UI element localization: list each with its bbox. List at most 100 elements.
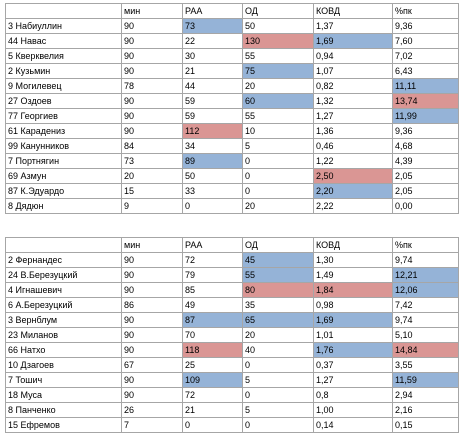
minutes-cell: 90 bbox=[121, 327, 183, 343]
minutes-cell: 90 bbox=[121, 252, 183, 268]
stats-table-1: мин РАА ОД КОВД %пк 3 Набиуллин 90 73 50 1,37 9,3… bbox=[5, 3, 459, 214]
kovd-cell: 0,94 bbox=[313, 48, 393, 64]
table-row: 69 Азмун 20 50 0 2,50 2,05 bbox=[5, 168, 459, 184]
table-row: 8 Панченко 26 21 5 1,00 2,16 bbox=[5, 402, 459, 418]
minutes-cell: 90 bbox=[121, 123, 183, 139]
minutes-cell: 86 bbox=[121, 297, 183, 313]
raa-cell: 73 bbox=[182, 18, 243, 34]
column-header: КОВД bbox=[313, 237, 393, 253]
table-row: 8 Дядюн 9 0 20 2,22 0,00 bbox=[5, 198, 459, 214]
od-cell: 20 bbox=[242, 327, 314, 343]
raa-cell: 49 bbox=[182, 297, 243, 313]
od-cell: 0 bbox=[242, 168, 314, 184]
player-name-cell: 61 Карадениз bbox=[5, 123, 122, 139]
kovd-cell: 0,14 bbox=[313, 417, 393, 433]
table-row: 99 Канунников 84 34 5 0,46 4,68 bbox=[5, 138, 459, 154]
column-header: ОД bbox=[242, 3, 314, 19]
pk-percent-cell: 6,43 bbox=[392, 63, 459, 79]
kovd-cell: 0,98 bbox=[313, 297, 393, 313]
player-name-cell: 10 Дзагоев bbox=[5, 357, 122, 373]
pk-percent-cell: 2,05 bbox=[392, 168, 459, 184]
pk-percent-cell: 3,55 bbox=[392, 357, 459, 373]
pk-percent-cell: 2,94 bbox=[392, 387, 459, 403]
raa-cell: 112 bbox=[182, 123, 243, 139]
pk-percent-cell: 12,06 bbox=[392, 282, 459, 298]
pk-percent-cell: 0,15 bbox=[392, 417, 459, 433]
table-row: 61 Карадениз 90 112 10 1,36 9,36 bbox=[5, 123, 459, 139]
minutes-cell: 90 bbox=[121, 48, 183, 64]
table-row: 7 Портнягин 73 89 0 1,22 4,39 bbox=[5, 153, 459, 169]
od-cell: 0 bbox=[242, 357, 314, 373]
table-row: 3 Вернблум 90 87 65 1,69 9,74 bbox=[5, 312, 459, 328]
minutes-cell: 26 bbox=[121, 402, 183, 418]
kovd-cell: 1,37 bbox=[313, 18, 393, 34]
raa-cell: 50 bbox=[182, 168, 243, 184]
kovd-cell: 2,22 bbox=[313, 198, 393, 214]
od-cell: 0 bbox=[242, 387, 314, 403]
player-name-cell: 7 Тошич bbox=[5, 372, 122, 388]
pk-percent-cell: 12,21 bbox=[392, 267, 459, 283]
raa-cell: 34 bbox=[182, 138, 243, 154]
table-row: 7 Тошич 90 109 5 1,27 11,59 bbox=[5, 372, 459, 388]
kovd-cell: 1,69 bbox=[313, 312, 393, 328]
player-name-cell: 44 Навас bbox=[5, 33, 122, 49]
kovd-cell: 1,27 bbox=[313, 372, 393, 388]
column-header: РАА bbox=[182, 237, 243, 253]
table-row: 24 В.Березуцкий 90 79 55 1,49 12,21 bbox=[5, 267, 459, 283]
player-name-cell: 3 Вернблум bbox=[5, 312, 122, 328]
table-row: 2 Кузьмин 90 21 75 1,07 6,43 bbox=[5, 63, 459, 79]
raa-cell: 59 bbox=[182, 93, 243, 109]
raa-cell: 33 bbox=[182, 183, 243, 199]
minutes-cell: 90 bbox=[121, 108, 183, 124]
kovd-cell: 1,00 bbox=[313, 402, 393, 418]
raa-cell: 21 bbox=[182, 402, 243, 418]
od-cell: 55 bbox=[242, 108, 314, 124]
od-cell: 10 bbox=[242, 123, 314, 139]
od-cell: 130 bbox=[242, 33, 314, 49]
pk-percent-cell: 0,00 bbox=[392, 198, 459, 214]
pk-percent-cell: 9,74 bbox=[392, 252, 459, 268]
kovd-cell: 0,37 bbox=[313, 357, 393, 373]
raa-cell: 44 bbox=[182, 78, 243, 94]
table-row: 44 Навас 90 22 130 1,69 7,60 bbox=[5, 33, 459, 49]
player-name-cell: 66 Натхо bbox=[5, 342, 122, 358]
pk-percent-cell: 5,10 bbox=[392, 327, 459, 343]
pk-percent-cell: 9,36 bbox=[392, 18, 459, 34]
raa-cell: 72 bbox=[182, 252, 243, 268]
od-cell: 75 bbox=[242, 63, 314, 79]
od-cell: 35 bbox=[242, 297, 314, 313]
column-header bbox=[5, 3, 122, 19]
od-cell: 40 bbox=[242, 342, 314, 358]
raa-cell: 72 bbox=[182, 387, 243, 403]
pk-percent-cell: 11,59 bbox=[392, 372, 459, 388]
minutes-cell: 15 bbox=[121, 183, 183, 199]
minutes-cell: 73 bbox=[121, 153, 183, 169]
header-row: мин РАА ОД КОВД %пк bbox=[5, 3, 459, 19]
column-header: %пк bbox=[392, 237, 459, 253]
raa-cell: 30 bbox=[182, 48, 243, 64]
kovd-cell: 1,32 bbox=[313, 93, 393, 109]
column-header: РАА bbox=[182, 3, 243, 19]
pk-percent-cell: 4,68 bbox=[392, 138, 459, 154]
minutes-cell: 9 bbox=[121, 198, 183, 214]
player-name-cell: 18 Муса bbox=[5, 387, 122, 403]
pk-percent-cell: 11,99 bbox=[392, 108, 459, 124]
column-header: мин bbox=[121, 3, 183, 19]
kovd-cell: 2,20 bbox=[313, 183, 393, 199]
minutes-cell: 78 bbox=[121, 78, 183, 94]
column-header bbox=[5, 237, 122, 253]
od-cell: 5 bbox=[242, 138, 314, 154]
od-cell: 55 bbox=[242, 48, 314, 64]
pk-percent-cell: 11,11 bbox=[392, 78, 459, 94]
table-row: 87 К.Эдуардо 15 33 0 2,20 2,05 bbox=[5, 183, 459, 199]
raa-cell: 85 bbox=[182, 282, 243, 298]
table-row: 27 Оздоев 90 59 60 1,32 13,74 bbox=[5, 93, 459, 109]
player-name-cell: 7 Портнягин bbox=[5, 153, 122, 169]
kovd-cell: 1,69 bbox=[313, 33, 393, 49]
kovd-cell: 1,84 bbox=[313, 282, 393, 298]
raa-cell: 59 bbox=[182, 108, 243, 124]
pk-percent-cell: 14,84 bbox=[392, 342, 459, 358]
player-name-cell: 5 Кверквелия bbox=[5, 48, 122, 64]
player-name-cell: 9 Могилевец bbox=[5, 78, 122, 94]
minutes-cell: 90 bbox=[121, 372, 183, 388]
